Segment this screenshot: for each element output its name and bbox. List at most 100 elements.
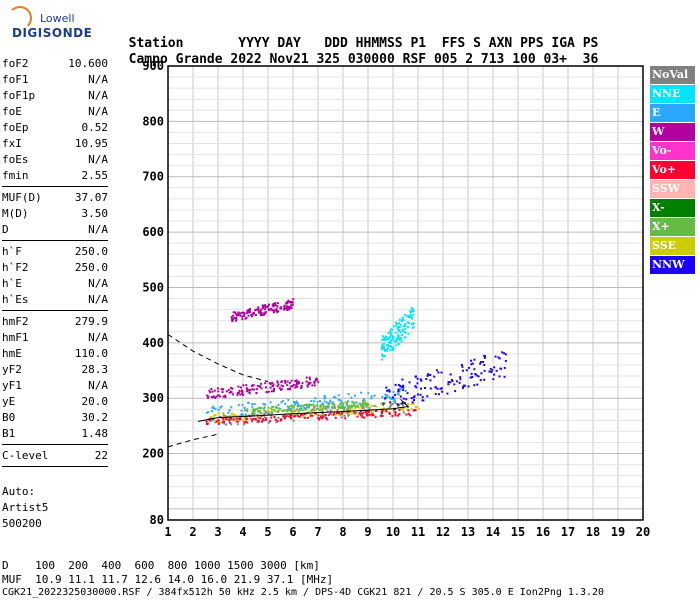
echo-point xyxy=(397,334,400,337)
echo-point xyxy=(274,309,277,312)
echo-point xyxy=(397,405,400,408)
echo-point xyxy=(394,340,397,343)
echo-point xyxy=(268,410,271,413)
echo-point xyxy=(410,323,413,326)
echo-point xyxy=(322,413,325,416)
echo-point xyxy=(242,311,245,314)
echo-point xyxy=(410,310,413,313)
echo-point xyxy=(235,314,238,317)
hdr-s-label: S xyxy=(473,36,481,51)
echo-point xyxy=(393,397,396,400)
echo-point xyxy=(406,321,409,324)
echo-point xyxy=(326,418,329,421)
echo-point xyxy=(271,304,274,307)
param-key: foF2 xyxy=(2,57,29,70)
echo-point xyxy=(350,406,353,409)
echo-point xyxy=(404,323,407,326)
echo-point xyxy=(217,420,220,423)
echo-point xyxy=(392,348,395,351)
echo-point xyxy=(333,395,336,398)
echo-point xyxy=(333,403,336,406)
echo-point xyxy=(309,378,312,381)
echo-point xyxy=(330,412,333,415)
echo-point xyxy=(323,394,326,397)
echo-point xyxy=(327,404,330,407)
echo-point xyxy=(389,402,392,405)
echo-point xyxy=(248,391,251,394)
echo-point xyxy=(254,309,257,312)
echo-point xyxy=(247,414,250,417)
hdr-axn-label: AXN xyxy=(488,36,513,51)
echo-point xyxy=(344,417,347,420)
echo-point xyxy=(412,313,415,316)
echo-point xyxy=(484,355,487,358)
echo-point xyxy=(219,406,222,409)
echo-point xyxy=(347,393,350,396)
param-key: h`Es xyxy=(2,293,29,306)
param-key: fmin xyxy=(2,169,29,182)
echo-point xyxy=(381,410,384,413)
echo-point xyxy=(412,402,415,405)
echo-point xyxy=(449,381,452,384)
echo-point xyxy=(498,357,501,360)
hdr-yyyy-value: 2022 xyxy=(230,52,262,67)
param-value: 10.95 xyxy=(74,137,108,150)
echo-point xyxy=(221,391,224,394)
echo-point xyxy=(297,381,300,384)
echo-point xyxy=(256,413,259,416)
echo-point xyxy=(236,392,239,395)
param-value: 28.3 xyxy=(81,363,109,376)
echo-point xyxy=(256,416,259,419)
param-row: foF1p N/A xyxy=(2,88,108,104)
echo-point xyxy=(404,325,407,328)
echo-point xyxy=(317,381,320,384)
param-row: yE 20.0 xyxy=(2,394,108,410)
echo-point xyxy=(291,304,294,307)
echo-point xyxy=(483,356,486,359)
echo-point xyxy=(413,395,416,398)
echo-point xyxy=(255,407,258,410)
echo-point xyxy=(389,333,392,336)
echo-point xyxy=(350,396,353,399)
echo-point xyxy=(414,385,417,388)
echo-point xyxy=(483,363,486,366)
echo-point xyxy=(386,349,389,352)
echo-point xyxy=(363,398,366,401)
echo-point xyxy=(386,347,389,350)
echo-point xyxy=(259,311,262,314)
echo-point xyxy=(238,417,241,420)
echo-point xyxy=(286,307,289,310)
echo-point xyxy=(391,415,394,418)
hdr-p1-label: P1 xyxy=(410,36,427,51)
echo-point xyxy=(283,409,286,412)
echo-point xyxy=(323,400,326,403)
echo-point xyxy=(313,380,316,383)
echo-point xyxy=(272,311,275,314)
echo-point xyxy=(382,346,385,349)
param-key: B1 xyxy=(2,427,16,440)
echo-point xyxy=(410,315,413,318)
param-value: 110.0 xyxy=(74,347,108,360)
echo-point xyxy=(348,409,351,412)
echo-point xyxy=(279,408,282,411)
echo-point xyxy=(391,337,394,340)
echo-point xyxy=(416,393,419,396)
echo-point xyxy=(396,322,399,325)
param-key: foE xyxy=(2,105,22,118)
echo-point xyxy=(211,390,214,393)
echo-point xyxy=(251,419,254,422)
param-row: foF1 N/A xyxy=(2,72,108,88)
echo-point xyxy=(434,393,437,396)
echo-point xyxy=(358,411,361,414)
echo-point xyxy=(321,410,324,413)
echo-point xyxy=(276,410,279,413)
echo-point xyxy=(348,404,351,407)
legend-item: NoVal xyxy=(650,66,695,84)
echo-point xyxy=(319,404,322,407)
echo-point xyxy=(259,308,262,311)
echo-point xyxy=(471,362,474,365)
echo-point xyxy=(458,381,461,384)
hdr-ddd-label: DDD xyxy=(324,36,348,51)
echo-point xyxy=(367,403,370,406)
hdr-ps-value: 36 xyxy=(582,52,599,67)
